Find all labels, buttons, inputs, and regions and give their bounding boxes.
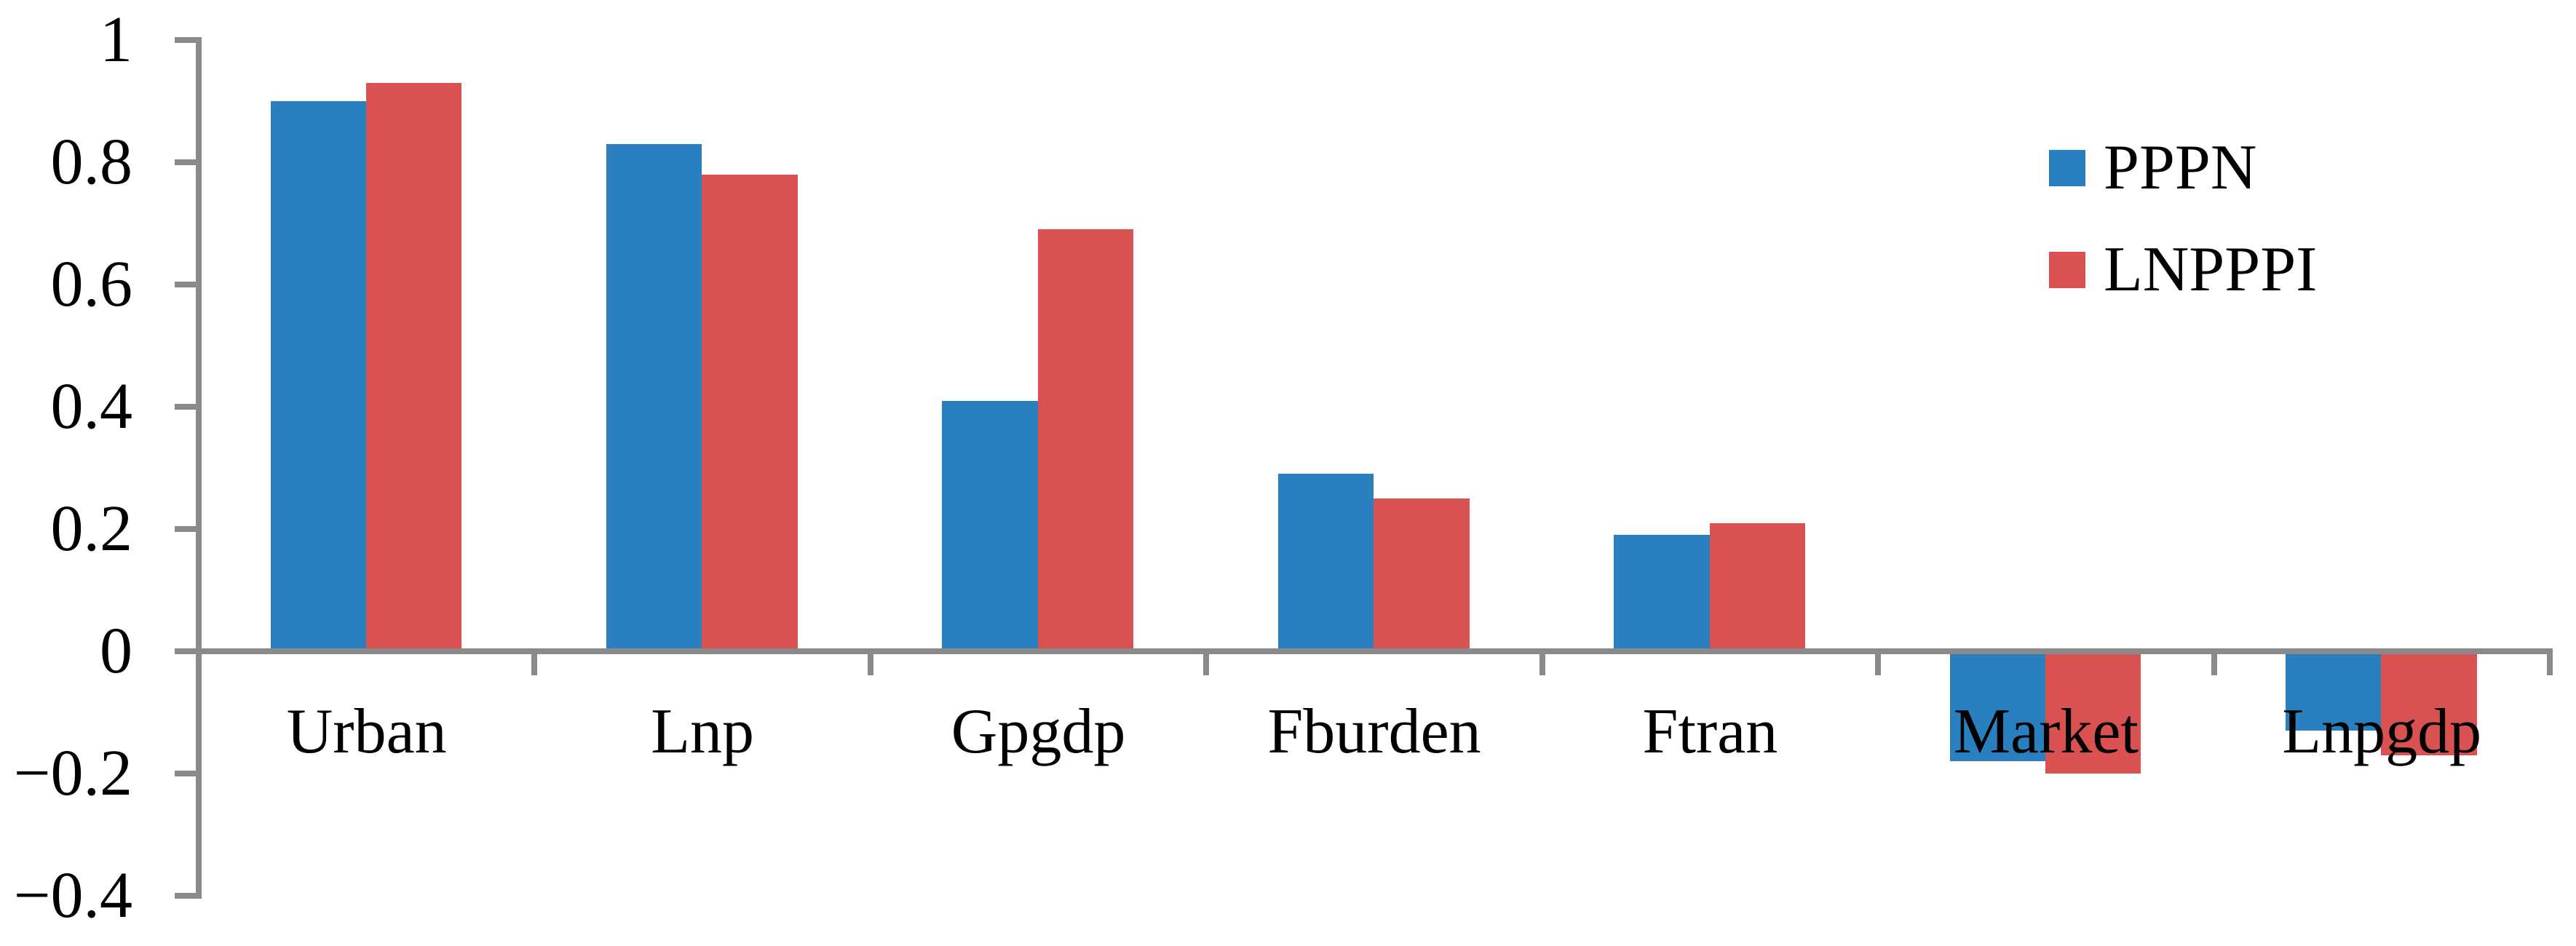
bar-lnpppi-gpgdp [1037, 229, 1134, 651]
y-tick [175, 282, 199, 287]
y-axis-line [196, 37, 202, 899]
category-boundary-tick [531, 651, 538, 675]
bar-lnpppi-fburden [1374, 498, 1470, 651]
bar-pppn-lnpgdp [2286, 651, 2382, 731]
category-label-gpgdp: Gpgdp [951, 696, 1126, 767]
category-label-market: Market [1953, 696, 2139, 767]
category-boundary-tick [1203, 651, 1210, 675]
bar-lnpppi-urban [365, 82, 462, 651]
bar-lnpppi-market [2045, 651, 2141, 774]
legend-item-pppn: PPPN [2049, 136, 2317, 200]
x-axis-baseline [196, 648, 2553, 654]
y-tick-label: 1 [100, 4, 132, 76]
bar-lnpppi-ftran [1709, 522, 1805, 651]
category-label-urban: Urban [286, 696, 447, 767]
y-tick-label: 0 [100, 615, 132, 687]
bar-pppn-fburden [1277, 474, 1374, 651]
y-tick [175, 526, 199, 532]
y-tick-label: 0.8 [50, 126, 133, 198]
y-tick [175, 893, 199, 899]
bar-pppn-ftran [1614, 535, 1710, 651]
category-boundary-tick [1875, 651, 1882, 675]
category-label-lnp: Lnp [651, 696, 755, 767]
legend-label-pppn: PPPN [2104, 132, 2257, 203]
y-tick [175, 159, 199, 165]
legend-item-lnpppi: LNPPPI [2049, 238, 2317, 302]
y-tick-label: 0.6 [50, 248, 133, 320]
bar-pppn-lnp [606, 143, 702, 651]
bar-pppn-gpgdp [942, 400, 1038, 651]
legend-label-lnpppi: LNPPPI [2104, 234, 2318, 305]
category-boundary-tick [2211, 651, 2217, 675]
category-label-ftran: Ftran [1642, 696, 1778, 767]
bar-pppn-urban [270, 101, 366, 651]
legend: PPPN LNPPPI [2049, 136, 2317, 302]
category-boundary-tick [867, 651, 873, 675]
bar-lnpppi-lnp [702, 174, 798, 651]
y-tick [175, 37, 199, 43]
y-tick-label: −0.2 [13, 737, 132, 809]
category-label-lnpgdp: Lnpgdp [2282, 696, 2482, 767]
legend-swatch-lnpppi [2049, 252, 2085, 288]
category-boundary-tick [1539, 651, 1545, 675]
y-tick-label: 0.2 [50, 493, 133, 565]
category-label-fburden: Fburden [1267, 696, 1481, 767]
y-tick-label: −0.4 [13, 859, 132, 931]
y-tick [175, 771, 199, 776]
category-boundary-tick [2547, 651, 2553, 675]
y-tick-label: 0.4 [50, 370, 133, 442]
y-tick [175, 404, 199, 410]
legend-swatch-pppn [2049, 150, 2085, 186]
bar-pppn-market [1949, 651, 2046, 762]
bar-lnpppi-lnpgdp [2381, 651, 2477, 755]
y-tick [175, 648, 199, 654]
